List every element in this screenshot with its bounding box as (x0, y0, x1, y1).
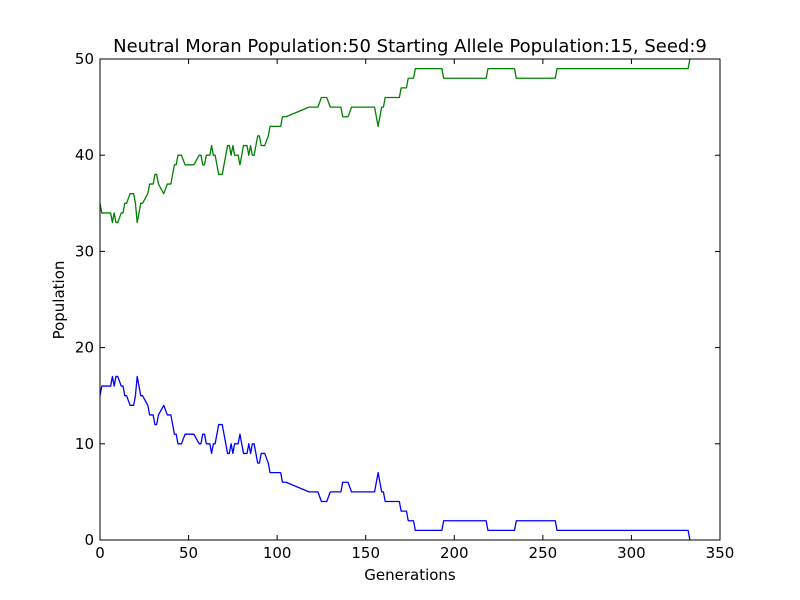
x-tick-label: 200 (440, 544, 469, 562)
series-layer (100, 59, 691, 540)
chart-title: Neutral Moran Population:50 Starting All… (113, 36, 707, 57)
y-tick-label: 0 (84, 531, 94, 549)
y-axis-label: Population (50, 261, 68, 340)
y-tick-label: 20 (75, 339, 94, 357)
x-tick-label: 250 (529, 544, 558, 562)
ticks-layer (99, 58, 721, 541)
x-tick-label: 50 (179, 544, 198, 562)
y-tick-labels: 0 10 20 30 40 50 (75, 50, 94, 549)
x-tick-labels: 0 50 100 150 200 250 300 350 (95, 544, 734, 562)
y-tick-label: 50 (75, 50, 94, 68)
y-tick-label: 40 (75, 146, 94, 164)
series-line-1 (100, 375, 691, 540)
x-tick-label: 100 (263, 544, 292, 562)
y-tick-label: 30 (75, 242, 94, 260)
x-tick-label: 150 (351, 544, 380, 562)
x-tick-label: 300 (617, 544, 646, 562)
x-axis-label: Generations (364, 566, 456, 584)
plot-frame (99, 58, 721, 541)
x-tick-label: 350 (706, 544, 735, 562)
y-tick-label: 10 (75, 435, 94, 453)
x-tick-label: 0 (95, 544, 105, 562)
series-line-2 (100, 59, 691, 224)
